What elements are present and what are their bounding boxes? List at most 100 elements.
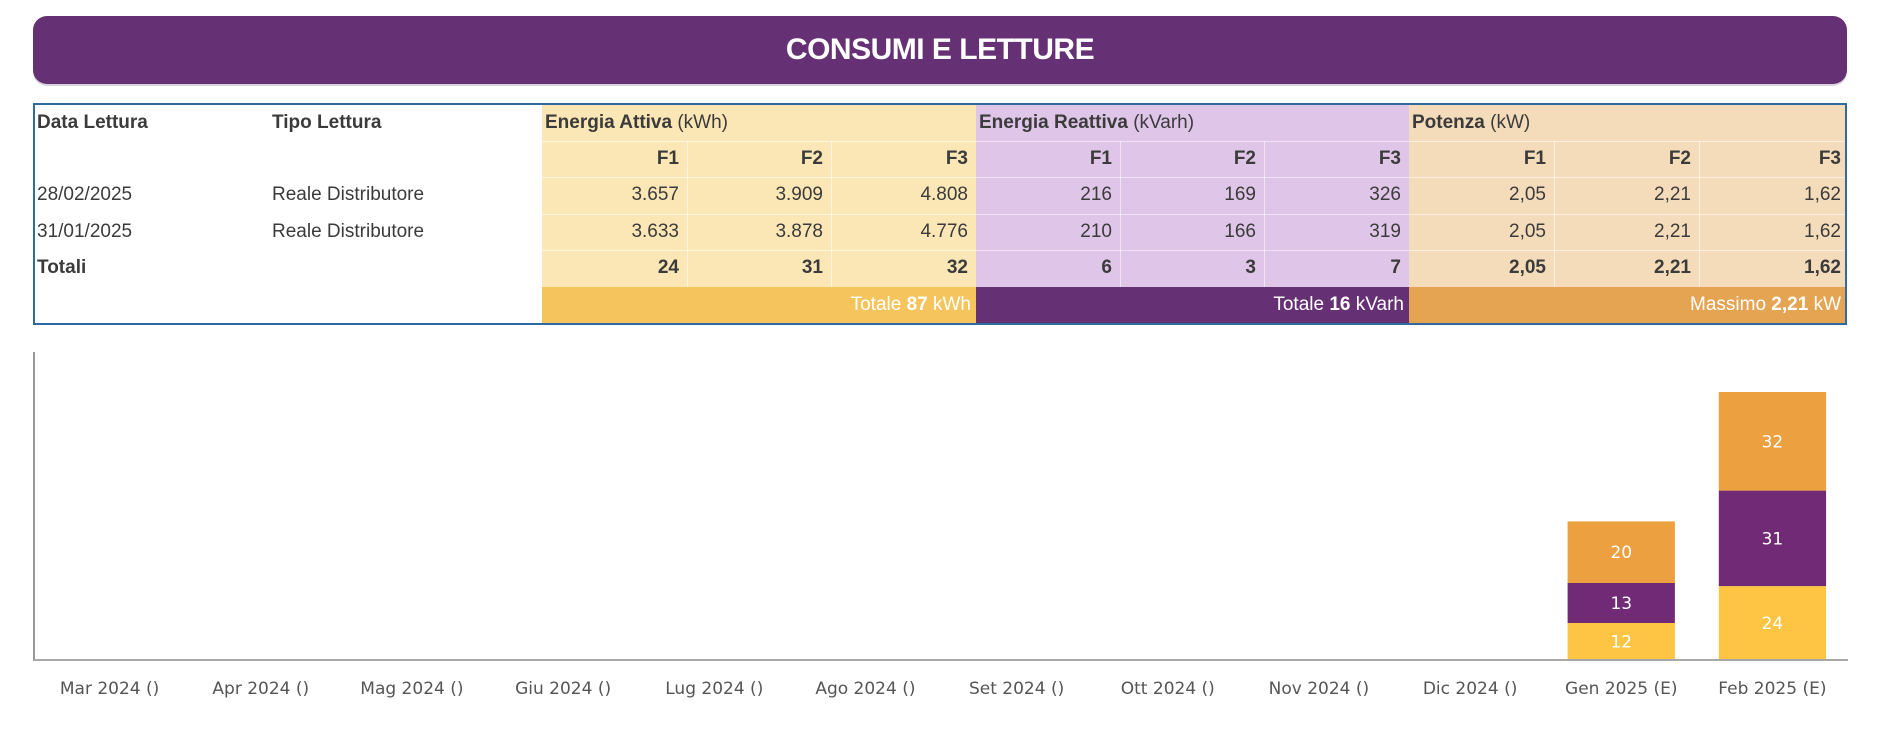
- header-tipo-lettura: Tipo Lettura: [272, 112, 382, 133]
- bars-group: 12 13 20 24 31 32: [1567, 392, 1827, 660]
- bar-segment-f3: [1718, 392, 1827, 491]
- row2-po-f2: 2,21: [1654, 221, 1691, 242]
- row1-po-f3: 1,62: [1804, 184, 1841, 205]
- row2-er-f1: 210: [1080, 221, 1112, 242]
- x-tick-label: Giu 2024 (): [515, 679, 611, 699]
- col-divider: [1120, 141, 1121, 287]
- band-header-ea-f2: F2: [800, 148, 823, 169]
- bar-value-label: 12: [1610, 633, 1632, 653]
- band-header-po-f3: F3: [1818, 148, 1841, 169]
- bar-segment-f1: [1718, 586, 1827, 660]
- summary-potenza: Massimo 2,21 kW: [1409, 287, 1845, 323]
- band-header-po-f1: F1: [1523, 148, 1546, 169]
- group-header-energia-attiva: Energia Attiva (kWh): [542, 105, 976, 141]
- bar-segment-f1: [1567, 623, 1675, 660]
- summary-value: 87: [906, 294, 928, 315]
- energia-reattiva-bg: [976, 105, 1409, 287]
- group-name: Energia Reattiva: [979, 112, 1128, 133]
- x-tick-label: Ott 2024 (): [1121, 679, 1215, 699]
- band-header-er-f2: F2: [1233, 148, 1256, 169]
- x-tick-label: Set 2024 (): [969, 679, 1064, 699]
- group-unit: (kW): [1490, 112, 1531, 133]
- group-header-potenza: Potenza (kW): [1409, 105, 1845, 141]
- totals-label: Totali: [37, 257, 87, 278]
- bar-value-label: 32: [1762, 432, 1784, 452]
- col-divider: [687, 141, 688, 287]
- summary-energia-reattiva: Totale 16 kVarh: [976, 287, 1409, 323]
- row1-er-f2: 169: [1224, 184, 1256, 205]
- summary-unit: kWh: [933, 294, 971, 315]
- band-header-ea-f1: F1: [656, 148, 679, 169]
- row1-ea-f2: 3.909: [775, 184, 823, 205]
- band-header-po-f2: F2: [1668, 148, 1691, 169]
- band-header-er-f3: F3: [1378, 148, 1401, 169]
- group-name: Energia Attiva: [545, 112, 673, 133]
- x-tick-labels: Mar 2024 () Apr 2024 () Mag 2024 () Giu 202…: [60, 679, 1827, 699]
- consumption-chart: 12 13 20 24 31 32 Mar 2024 () Apr 2024 () Mag 2…: [0, 340, 1888, 738]
- readings-table: Data Lettura Tipo Lettura Energia Attiva…: [33, 103, 1847, 325]
- summary-value: 16: [1329, 294, 1351, 315]
- bar-segment-f3: [1567, 521, 1675, 583]
- row1-po-f1: 2,05: [1509, 184, 1546, 205]
- x-tick-label: Ago 2024 (): [815, 679, 915, 699]
- potenza-bg: [1409, 105, 1845, 287]
- row-divider: [542, 214, 1845, 215]
- x-tick-label: Gen 2025 (E): [1565, 679, 1677, 699]
- row1-type: Reale Distributore: [272, 184, 425, 205]
- row1-ea-f1: 3.657: [631, 184, 679, 205]
- x-tick-label: Apr 2024 (): [212, 679, 309, 699]
- totals-po-f3: 1,62: [1804, 257, 1841, 278]
- x-tick-label: Lug 2024 (): [665, 679, 763, 699]
- col-divider: [1554, 141, 1555, 287]
- energia-attiva-bg: [542, 105, 976, 287]
- bar-segment-f2: [1718, 490, 1827, 587]
- row-divider: [542, 177, 1845, 178]
- summary-prefix: Massimo: [1690, 294, 1767, 315]
- x-tick-label: Mar 2024 (): [60, 679, 159, 699]
- totals-er-f3: 7: [1390, 257, 1401, 278]
- bar-value-label: 13: [1610, 594, 1632, 614]
- row-divider: [542, 141, 1845, 142]
- totals-er-f1: 6: [1101, 257, 1112, 278]
- page-header: CONSUMI E LETTURE: [33, 16, 1847, 84]
- summary-value: 2,21: [1771, 294, 1809, 315]
- summary-unit: kVarh: [1355, 294, 1404, 315]
- totals-ea-f1: 24: [657, 257, 679, 278]
- group-name: Potenza: [1412, 112, 1485, 133]
- group-unit: (kVarh): [1133, 112, 1195, 133]
- band-header-ea-f3: F3: [945, 148, 968, 169]
- totals-er-f2: 3: [1245, 257, 1256, 278]
- col-divider: [1264, 141, 1265, 287]
- group-unit: (kWh): [677, 112, 728, 133]
- totals-po-f2: 2,21: [1654, 257, 1691, 278]
- row2-er-f3: 319: [1369, 221, 1401, 242]
- row1-ea-f3: 4.808: [920, 184, 968, 205]
- page-title: CONSUMI E LETTURE: [785, 33, 1095, 66]
- summary-prefix: Totale: [1273, 294, 1325, 315]
- band-header-er-f1: F1: [1089, 148, 1112, 169]
- summary-unit: kW: [1813, 294, 1841, 315]
- totals-po-f1: 2,05: [1509, 257, 1546, 278]
- row2-po-f3: 1,62: [1804, 221, 1841, 242]
- row2-er-f2: 166: [1224, 221, 1256, 242]
- bar-value-label: 20: [1610, 543, 1632, 563]
- row1-date: 28/02/2025: [37, 184, 133, 205]
- totals-ea-f3: 32: [946, 257, 968, 278]
- totals-ea-f2: 31: [801, 257, 823, 278]
- group-header-energia-reattiva: Energia Reattiva (kVarh): [976, 105, 1409, 141]
- row2-type: Reale Distributore: [272, 221, 425, 242]
- x-tick-label: Dic 2024 (): [1423, 679, 1518, 699]
- row1-po-f2: 2,21: [1654, 184, 1691, 205]
- row1-er-f3: 326: [1369, 184, 1401, 205]
- x-tick-label: Feb 2025 (E): [1718, 679, 1826, 699]
- col-divider: [1699, 141, 1700, 287]
- row2-ea-f1: 3.633: [631, 221, 679, 242]
- header-data-lettura: Data Lettura: [37, 112, 148, 133]
- summary-energia-attiva: Totale 87 kWh: [542, 287, 976, 323]
- row2-date: 31/01/2025: [37, 221, 133, 242]
- row2-po-f1: 2,05: [1509, 221, 1546, 242]
- row2-ea-f3: 4.776: [920, 221, 968, 242]
- row1-er-f1: 216: [1080, 184, 1112, 205]
- col-divider: [831, 141, 832, 287]
- summary-prefix: Totale: [850, 294, 902, 315]
